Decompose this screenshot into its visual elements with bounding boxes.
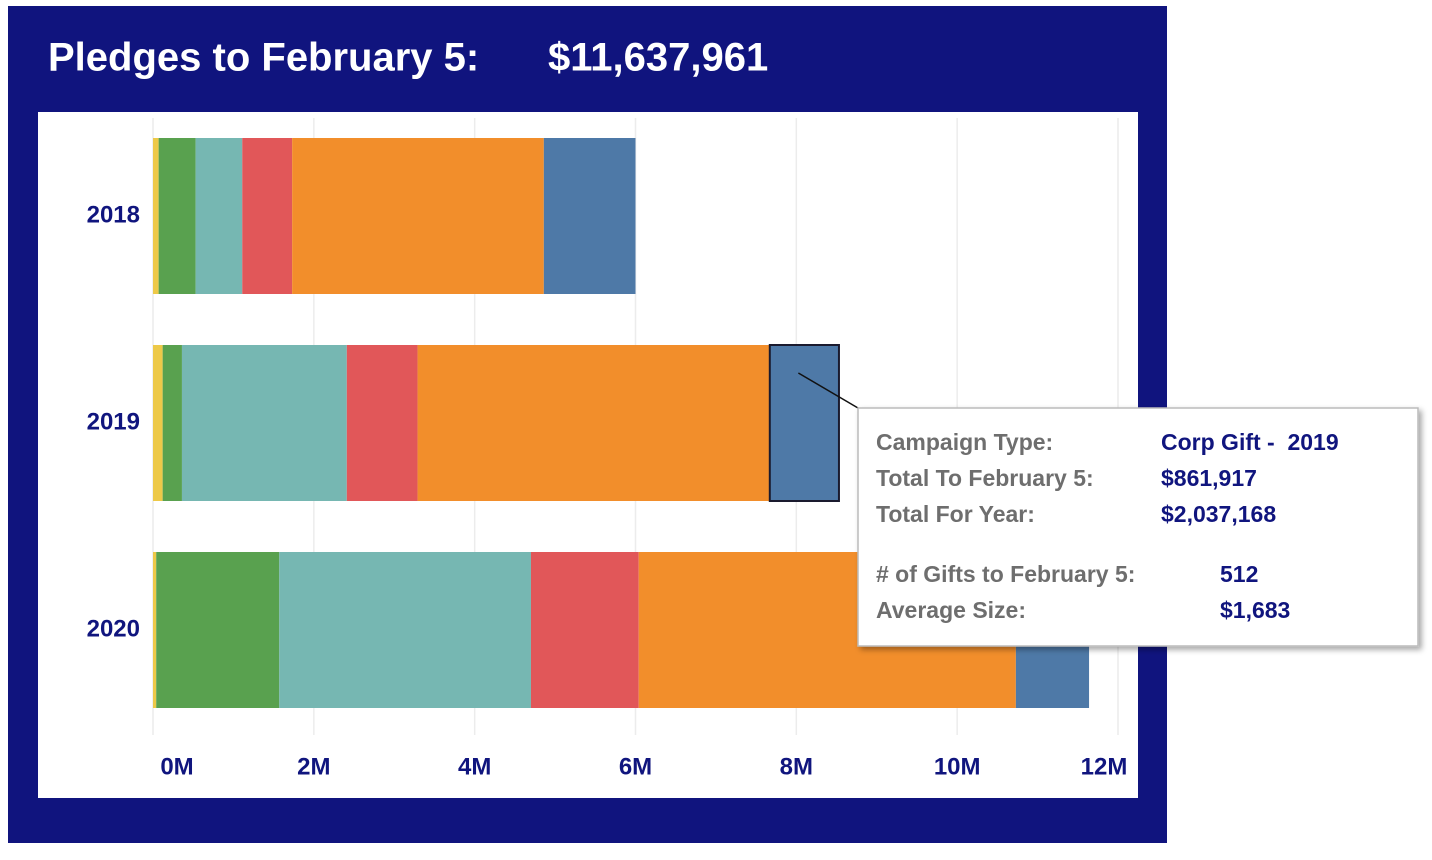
bar-segment [417, 345, 770, 501]
x-tick-label: 2M [297, 753, 330, 780]
bar-segment [292, 138, 544, 294]
bar-segment [181, 345, 347, 501]
x-tick-label: 0M [160, 753, 193, 780]
tooltip-label: Total To February 5: [876, 465, 1094, 491]
x-tick-label: 12M [1081, 753, 1128, 780]
tooltip-box [857, 407, 1419, 647]
tooltip-value: $2,037,168 [1161, 501, 1276, 527]
bar-segment [195, 138, 243, 294]
bar-segment [153, 345, 163, 501]
chart-subtitle: $11,637,961 [548, 36, 768, 80]
x-tick-label: 4M [458, 753, 491, 780]
x-tick-label: 6M [619, 753, 652, 780]
bars: 2018 2019 2020 [87, 138, 1090, 708]
tooltip-label: Total For Year: [876, 501, 1035, 527]
tooltip-value: 512 [1220, 561, 1258, 587]
chart-title: Pledges to February 5: [48, 36, 479, 80]
bar-segment [242, 138, 293, 294]
bar-segment [153, 552, 157, 708]
tooltip-label: Campaign Type: [876, 429, 1053, 455]
tooltip-value: $1,683 [1220, 597, 1290, 623]
bar-segment [158, 138, 196, 294]
bar-segment [346, 345, 418, 501]
bar-segment [156, 552, 280, 708]
y-tick-label: 2019 [87, 408, 140, 435]
bar-segment [162, 345, 182, 501]
tooltip-label: # of Gifts to February 5: [876, 561, 1135, 587]
tooltip: Campaign Type: Corp Gift - 2019 Total To F… [797, 372, 1419, 647]
bar-segment [543, 138, 636, 294]
bar-segment [530, 552, 639, 708]
y-tick-label: 2020 [87, 615, 140, 642]
tooltip-pointer [797, 372, 859, 409]
tooltip-label: Average Size: [876, 597, 1026, 623]
x-tick-label: 10M [934, 753, 981, 780]
tooltip-value: Corp Gift - 2019 [1161, 429, 1339, 455]
bar-segment [153, 138, 159, 294]
tooltip-value: $861,917 [1161, 465, 1257, 491]
bar-segment [279, 552, 531, 708]
y-tick-label: 2018 [87, 201, 140, 228]
bar-segment [768, 344, 840, 502]
x-tick-label: 8M [780, 753, 813, 780]
